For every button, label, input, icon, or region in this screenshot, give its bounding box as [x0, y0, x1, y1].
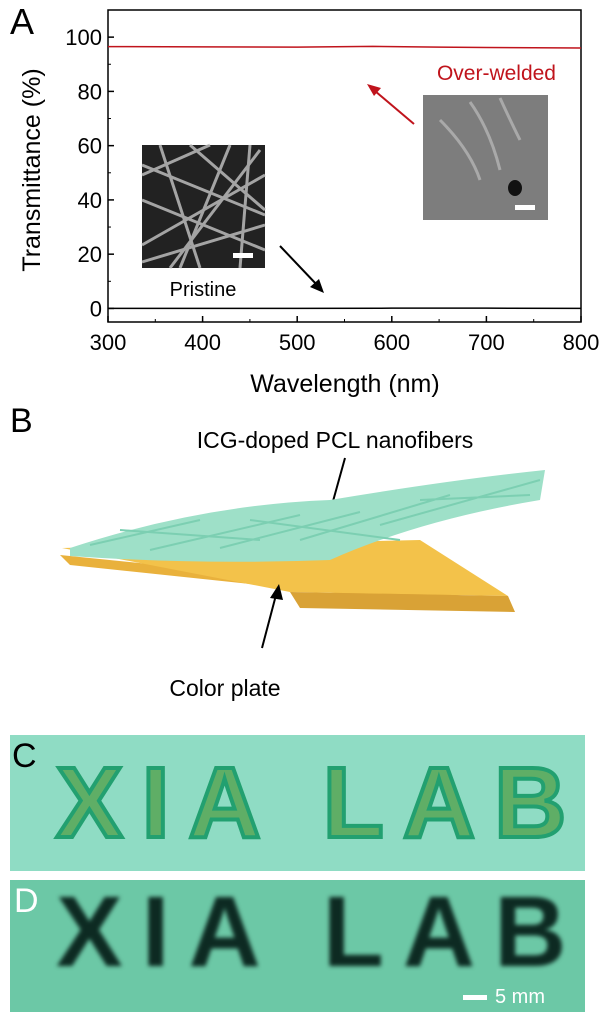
plate-label: Color plate	[169, 675, 280, 701]
fiber-label: ICG-doped PCL nanofibers	[197, 427, 474, 453]
x-tick-label: 700	[468, 330, 505, 355]
panel-letter-c: C	[12, 737, 37, 775]
panel-letter-a: A	[10, 1, 34, 42]
y-tick-label: 80	[78, 79, 102, 104]
x-tick-label: 400	[184, 330, 221, 355]
y-tick-label: 0	[90, 296, 102, 321]
scale-bar-line	[463, 994, 487, 1000]
x-axis-label: Wavelength (nm)	[250, 370, 439, 398]
y-tick-label: 20	[78, 242, 102, 267]
photo-d-letters: XIA LAB	[56, 880, 585, 988]
panel-c-photo: XIA LAB C	[10, 735, 585, 871]
pristine-label: Pristine	[170, 279, 237, 301]
pristine-arrow	[279, 245, 319, 287]
y-tick-label: 100	[65, 25, 102, 50]
y-tick-label: 60	[78, 134, 102, 159]
pristine-sem-inset	[141, 143, 266, 269]
panel-b-illustration: B ICG-doped PCL nanofibers Color plate	[10, 402, 545, 701]
panel-d-photo: XIA LAB D 5 mm	[10, 880, 585, 1012]
x-tick-label: 800	[563, 330, 600, 355]
x-tick-label: 500	[279, 330, 316, 355]
series-line-over-welded	[107, 45, 582, 49]
over-welded-sem-inset	[423, 95, 548, 220]
over-welded-label: Over-welded	[437, 62, 556, 85]
panel-letter-b: B	[10, 402, 33, 440]
photo-c-letters: XIA LAB	[54, 747, 585, 859]
y-tick-label: 40	[78, 188, 102, 213]
x-tick-label: 600	[373, 330, 410, 355]
transmittance-chart: 300 400 500 600 700 800 0 20 40 60 80 100 Over-weld…	[10, 1, 600, 398]
y-axis-label: Transmittance (%)	[18, 68, 46, 271]
scale-bar-label: 5 mm	[495, 986, 545, 1008]
scale-bar: 5 mm	[463, 986, 545, 1008]
nanofiber-mat	[70, 470, 545, 562]
over-welded-arrow	[374, 90, 415, 125]
x-tick-label: 300	[90, 330, 127, 355]
panel-letter-d: D	[14, 882, 39, 920]
